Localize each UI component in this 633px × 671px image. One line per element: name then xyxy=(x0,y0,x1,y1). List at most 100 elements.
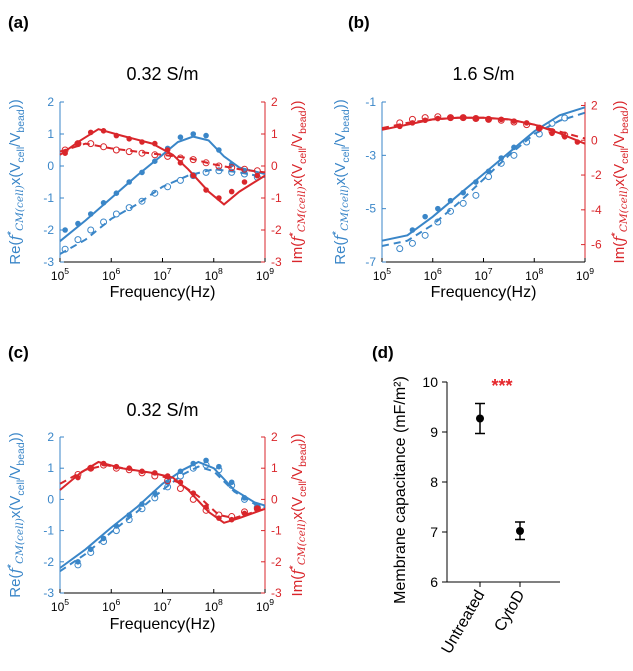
y-axis-label-left: Re(f*CM(cell)x(Vcell/Vbead)) xyxy=(5,432,27,597)
data-point xyxy=(228,188,235,195)
data-point xyxy=(574,139,581,145)
y-axis-label: Membrane capacitance (mF/m²) xyxy=(392,376,409,604)
x-tick-label: 107 xyxy=(474,266,492,283)
data-point xyxy=(139,169,145,176)
y-tick-label-right: -4 xyxy=(591,203,602,217)
data-point xyxy=(112,210,120,218)
data-point xyxy=(203,132,209,139)
data-point xyxy=(151,494,159,502)
data-point xyxy=(87,129,94,136)
y-tick-label-left: -1 xyxy=(43,524,54,538)
data-point xyxy=(561,114,569,122)
series-line-3 xyxy=(59,464,266,520)
data-point xyxy=(126,179,132,185)
data-point xyxy=(177,134,184,140)
data-point xyxy=(215,162,223,170)
chart-title: 0.32 S/m xyxy=(126,400,198,420)
x-tick-label: 107 xyxy=(153,266,171,283)
series-line-3 xyxy=(381,116,586,140)
data-point xyxy=(189,495,197,503)
data-point xyxy=(228,481,236,489)
y-tick-label-left: -5 xyxy=(365,202,376,216)
series-line-1 xyxy=(381,111,586,247)
data-point xyxy=(460,189,467,196)
data-point xyxy=(241,179,248,185)
panel-label-b: (b) xyxy=(348,13,370,32)
data-point xyxy=(100,128,107,134)
data-point xyxy=(497,116,505,124)
data-point xyxy=(61,245,69,253)
data-point xyxy=(253,505,261,513)
data-point xyxy=(228,513,236,521)
significance-annotation: *** xyxy=(491,376,512,396)
data-point xyxy=(164,183,172,191)
data-point xyxy=(190,131,197,137)
y-tick-label-left: 2 xyxy=(47,430,54,444)
data-point xyxy=(87,548,95,556)
data-point xyxy=(152,140,158,147)
data-point xyxy=(460,114,467,121)
y-tick-label-left: -3 xyxy=(365,148,376,162)
data-point xyxy=(164,152,172,160)
y-tick-label-left: 0 xyxy=(47,492,54,506)
y-axis-label-right: Im(f*CM(cell)x(Vcell/Vbead)) xyxy=(609,101,631,264)
data-point xyxy=(176,472,184,480)
data-point xyxy=(472,115,480,123)
data-point xyxy=(112,464,120,472)
data-point xyxy=(241,495,248,503)
x-tick-label: 108 xyxy=(205,597,223,614)
data-point xyxy=(473,179,479,185)
series-line-0 xyxy=(59,460,266,569)
data-point xyxy=(516,527,524,535)
data-point xyxy=(215,167,223,175)
x-tick-label: 108 xyxy=(205,266,223,283)
data-point xyxy=(459,114,467,122)
data-point xyxy=(253,167,261,175)
data-point xyxy=(74,140,82,148)
y-tick-label-right: 0 xyxy=(271,492,278,506)
y-tick-label-right: -3 xyxy=(271,586,282,600)
data-point xyxy=(497,159,505,167)
data-point xyxy=(189,464,197,472)
data-point xyxy=(421,114,429,122)
y-tick-label-right: 2 xyxy=(591,98,598,112)
data-point xyxy=(409,227,416,233)
y-tick-label-right: -1 xyxy=(271,191,282,205)
data-point xyxy=(138,505,146,513)
series-line-3 xyxy=(59,142,266,174)
data-point xyxy=(87,464,95,472)
data-point xyxy=(189,156,197,164)
x-tick-label: 105 xyxy=(51,266,69,283)
data-point xyxy=(228,164,236,172)
series-line-0 xyxy=(381,106,586,242)
data-point xyxy=(422,213,428,220)
data-point xyxy=(241,508,248,516)
data-point xyxy=(87,226,95,234)
y-tick-label-left: -2 xyxy=(43,555,54,569)
y-axis-label-left: Re(f*CM(cell)x(Vcell/Vbead)) xyxy=(5,99,27,264)
data-point xyxy=(87,211,94,217)
data-point xyxy=(548,119,556,127)
data-point xyxy=(241,170,248,178)
data-point xyxy=(202,168,210,176)
data-point xyxy=(151,472,159,480)
data-point xyxy=(202,461,210,469)
data-point xyxy=(511,144,517,151)
data-point xyxy=(523,121,531,129)
y-tick-label-left: -7 xyxy=(365,255,376,269)
y-tick-label-right: 2 xyxy=(271,430,278,444)
data-point xyxy=(164,477,172,485)
data-point xyxy=(561,131,569,139)
y-tick-label-left: 1 xyxy=(47,461,54,475)
x-axis-label: Frequency(Hz) xyxy=(110,284,216,301)
x-axis-label: Frequency(Hz) xyxy=(110,616,216,633)
y-tick-label-left: -1 xyxy=(365,95,376,109)
data-point xyxy=(125,466,133,474)
y-tick-label: 10 xyxy=(422,374,438,390)
y-tick-label-left: -1 xyxy=(43,191,54,205)
data-point xyxy=(100,200,107,206)
data-point xyxy=(62,227,68,233)
y-tick-label: 8 xyxy=(430,474,438,490)
x-tick-label: 106 xyxy=(102,266,120,283)
